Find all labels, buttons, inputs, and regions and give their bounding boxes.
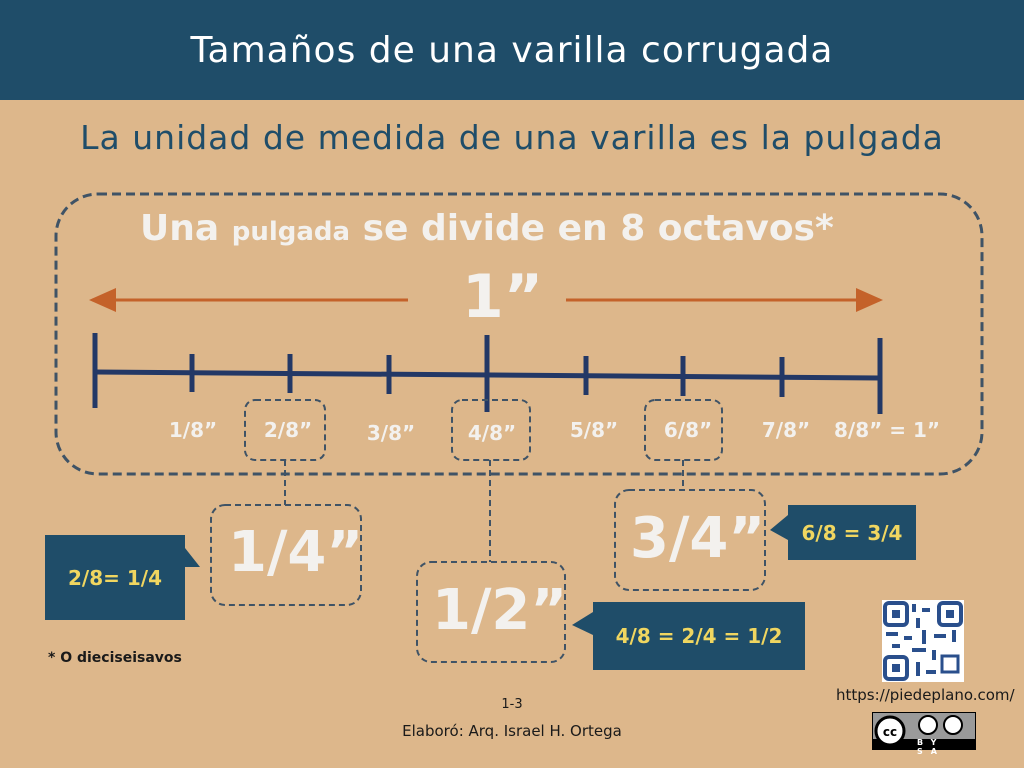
ruler-label: 5/8”: [569, 418, 619, 442]
website-link[interactable]: https://piedeplano.com/: [836, 686, 1015, 704]
callout-quarter: 2/8= 1/4: [45, 535, 185, 620]
three-quarters-box: [614, 489, 766, 591]
callout-pointer-quarter: [185, 548, 200, 567]
half-inch: 1/2”: [432, 578, 568, 643]
callout-half: 4/8 = 2/4 = 1/2: [593, 602, 805, 670]
ruler-label: 4/8”: [467, 421, 517, 445]
inch-dashed-frame: [54, 192, 984, 476]
ruler-label: 2/8”: [263, 418, 313, 442]
cc-license-badge: cc BY SA: [872, 712, 976, 756]
license-text: BY SA: [917, 738, 945, 756]
half-box: [416, 561, 566, 663]
box-heading: Una pulgada se divide en 8 octavos*: [140, 208, 834, 249]
ruler: [92, 333, 883, 414]
cc-by-sa-icon: cc: [873, 715, 975, 749]
highlight-6-8: [644, 399, 723, 461]
svg-text:cc: cc: [883, 725, 897, 739]
qr-code: [882, 600, 964, 682]
subtitle: La unidad de medida de una varilla es la…: [80, 118, 944, 157]
page-title: Tamaños de una varilla corrugada: [190, 29, 834, 71]
quarter-box: [210, 504, 362, 606]
footnote: * O dieciseisavos: [48, 650, 182, 666]
callout-pointer-half: [572, 612, 593, 635]
highlight-4-8: [451, 399, 531, 461]
qr-code-icon: [883, 601, 963, 681]
callout-three-quarters: 6/8 = 3/4: [788, 505, 916, 560]
three-quarters-inch: 3/4”: [630, 506, 766, 571]
ruler-label: 7/8”: [761, 418, 811, 442]
author-credit: Elaboró: Arq. Israel H. Ortega: [402, 722, 622, 740]
page-header: Tamaños de una varilla corrugada: [0, 0, 1024, 100]
inch-label: 1”: [462, 262, 544, 332]
ruler-label: 8/8” = 1”: [833, 418, 941, 442]
ruler-label: 6/8”: [663, 418, 713, 442]
page-number: 1-3: [501, 697, 523, 712]
callout-pointer-three-quarters: [770, 515, 788, 540]
quarter-inch: 1/4”: [228, 520, 364, 585]
ruler-label: 3/8”: [366, 421, 416, 445]
ruler-label: 1/8”: [168, 418, 218, 442]
